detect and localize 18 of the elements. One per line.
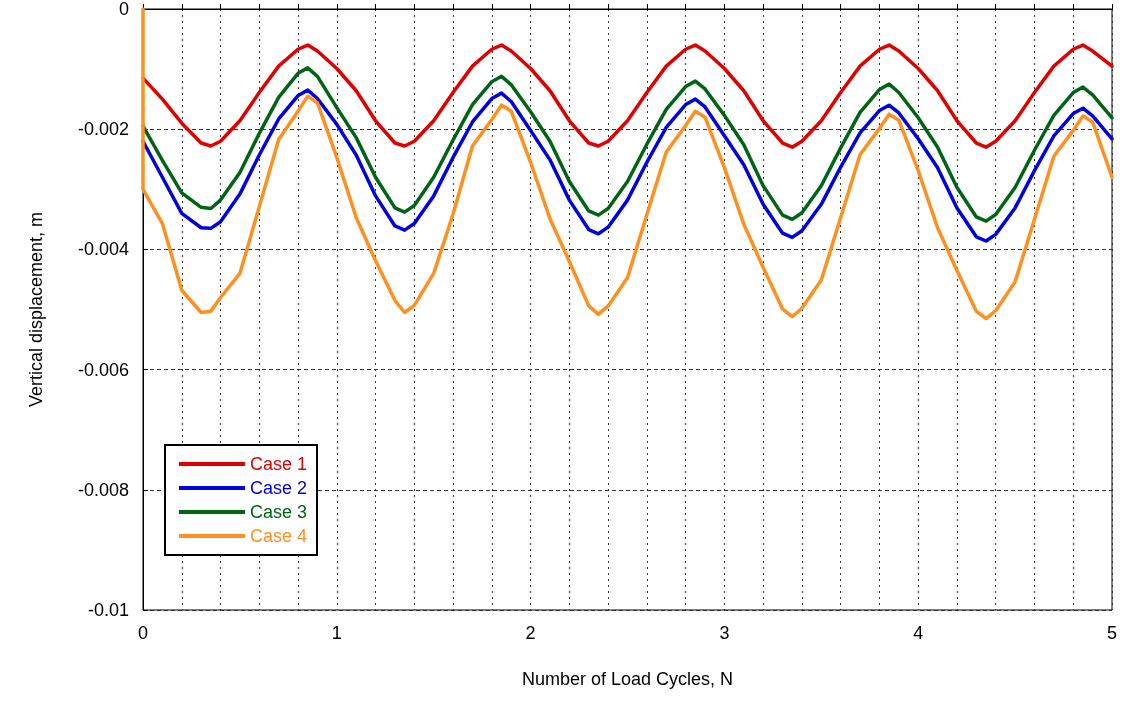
y-axis-title: Vertical displacement, m [26, 211, 46, 408]
y-tick-label: -0.008 [77, 479, 129, 500]
x-tick-label: 1 [331, 623, 342, 643]
legend-label: Case 2 [250, 478, 308, 498]
y-tick-label: -0.002 [77, 119, 129, 140]
x-tick-label: 3 [719, 623, 730, 643]
x-axis-title: Number of Load Cycles, N [521, 669, 734, 689]
y-tick-label: -0.01 [87, 600, 129, 620]
x-tick-label: 5 [1106, 623, 1118, 643]
x-tick-label: 2 [525, 623, 536, 643]
legend-label: Case 4 [250, 526, 308, 546]
y-tick-label: 0 [118, 0, 129, 19]
legend-label: Case 3 [250, 502, 308, 522]
y-tick-label: -0.004 [77, 239, 129, 260]
legend-label: Case 1 [250, 454, 308, 474]
y-tick-label: -0.006 [77, 359, 129, 380]
x-tick-label: 0 [137, 623, 149, 643]
x-tick-label: 4 [913, 623, 924, 643]
